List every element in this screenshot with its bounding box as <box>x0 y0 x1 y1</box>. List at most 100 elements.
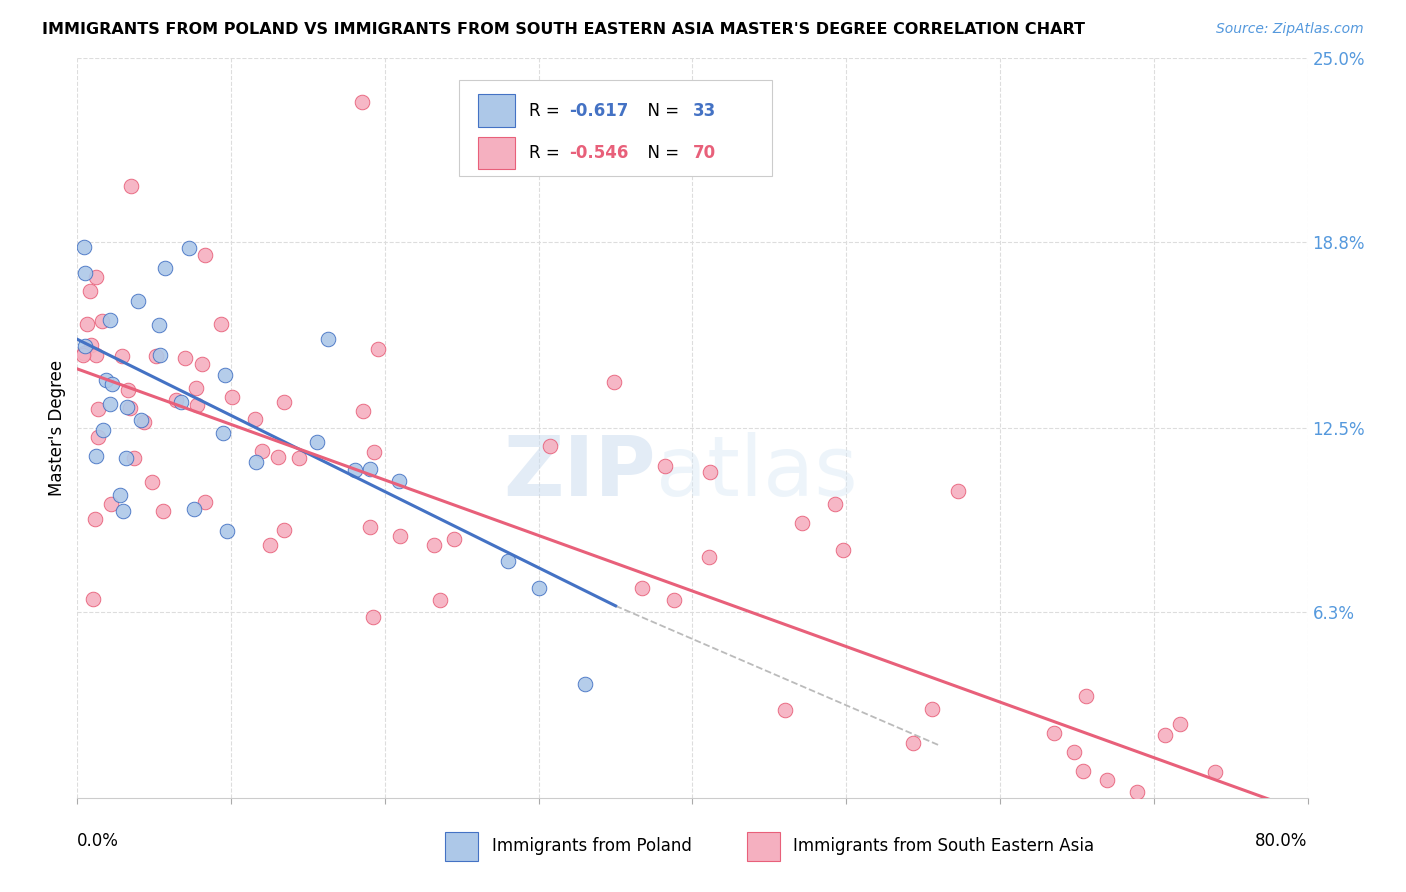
Text: 0.0%: 0.0% <box>77 831 120 850</box>
Point <box>117 401 139 415</box>
Point <box>215 524 238 538</box>
Point <box>250 444 273 458</box>
Point <box>152 504 174 518</box>
FancyBboxPatch shape <box>446 832 478 861</box>
Point <box>132 415 155 429</box>
Point <box>155 260 177 275</box>
Point <box>84 512 107 526</box>
Text: Immigrants from Poland: Immigrants from Poland <box>492 838 692 855</box>
Point <box>1204 765 1226 780</box>
Point <box>111 349 134 363</box>
Point <box>824 497 846 511</box>
Point <box>790 516 813 530</box>
Point <box>1125 785 1147 799</box>
Point <box>343 463 366 477</box>
Point <box>111 504 134 518</box>
Point <box>352 404 374 418</box>
Point <box>76 317 98 331</box>
Point <box>98 313 121 327</box>
Point <box>443 532 465 546</box>
Point <box>1170 717 1192 731</box>
Text: IMMIGRANTS FROM POLAND VS IMMIGRANTS FROM SOUTH EASTERN ASIA MASTER'S DEGREE COR: IMMIGRANTS FROM POLAND VS IMMIGRANTS FRO… <box>42 22 1085 37</box>
FancyBboxPatch shape <box>478 136 516 169</box>
Point <box>115 450 138 465</box>
Point <box>165 393 187 408</box>
Point <box>148 318 170 332</box>
Point <box>87 430 110 444</box>
Point <box>350 95 373 110</box>
Text: Source: ZipAtlas.com: Source: ZipAtlas.com <box>1216 22 1364 37</box>
Point <box>72 348 94 362</box>
Point <box>79 285 101 299</box>
Point <box>359 461 381 475</box>
Point <box>87 401 110 416</box>
Point <box>120 178 142 193</box>
Point <box>173 351 195 366</box>
Point <box>359 520 381 534</box>
Point <box>307 434 329 449</box>
Point <box>186 398 208 412</box>
Text: R =: R = <box>529 145 565 162</box>
Point <box>179 241 201 255</box>
Point <box>429 593 451 607</box>
Point <box>94 373 117 387</box>
Point <box>946 484 969 499</box>
Point <box>363 445 385 459</box>
Point <box>98 397 121 411</box>
Point <box>194 495 217 509</box>
Point <box>496 554 519 568</box>
Point <box>388 474 411 488</box>
Point <box>91 423 114 437</box>
Point <box>243 412 266 426</box>
Point <box>921 702 943 716</box>
Text: Immigrants from South Eastern Asia: Immigrants from South Eastern Asia <box>793 838 1094 855</box>
Point <box>654 458 676 473</box>
Point <box>273 524 295 538</box>
Point <box>697 550 720 565</box>
Point <box>1071 764 1094 779</box>
Point <box>1095 773 1118 788</box>
Point <box>90 314 112 328</box>
Point <box>1043 725 1066 739</box>
Point <box>209 317 232 331</box>
Text: 70: 70 <box>693 145 716 162</box>
Point <box>273 395 295 409</box>
Point <box>190 357 212 371</box>
Point <box>363 609 385 624</box>
Point <box>540 439 562 453</box>
Point <box>117 383 139 397</box>
Point <box>211 425 233 440</box>
Point <box>184 381 207 395</box>
FancyBboxPatch shape <box>458 80 772 177</box>
Point <box>141 475 163 490</box>
Text: ZIP: ZIP <box>503 432 655 513</box>
Point <box>127 293 149 308</box>
Text: 33: 33 <box>693 102 716 120</box>
Text: 80.0%: 80.0% <box>1256 831 1308 850</box>
Point <box>574 677 596 691</box>
Text: R =: R = <box>529 102 565 120</box>
Point <box>118 401 141 416</box>
Point <box>527 154 550 169</box>
Point <box>73 339 96 353</box>
Point <box>662 592 685 607</box>
Point <box>73 240 96 254</box>
Y-axis label: Master's Degree: Master's Degree <box>48 360 66 496</box>
Point <box>221 390 243 404</box>
Point <box>149 348 172 362</box>
Point <box>183 501 205 516</box>
Point <box>266 450 288 464</box>
Point <box>108 488 131 502</box>
Point <box>84 449 107 463</box>
Point <box>84 270 107 285</box>
Text: -0.546: -0.546 <box>569 145 628 162</box>
Point <box>259 538 281 552</box>
Text: atlas: atlas <box>655 432 858 513</box>
Point <box>1063 745 1085 759</box>
Point <box>214 368 236 383</box>
Point <box>316 332 339 346</box>
Point <box>145 349 167 363</box>
Point <box>527 581 550 595</box>
Point <box>122 450 145 465</box>
Point <box>101 376 124 391</box>
